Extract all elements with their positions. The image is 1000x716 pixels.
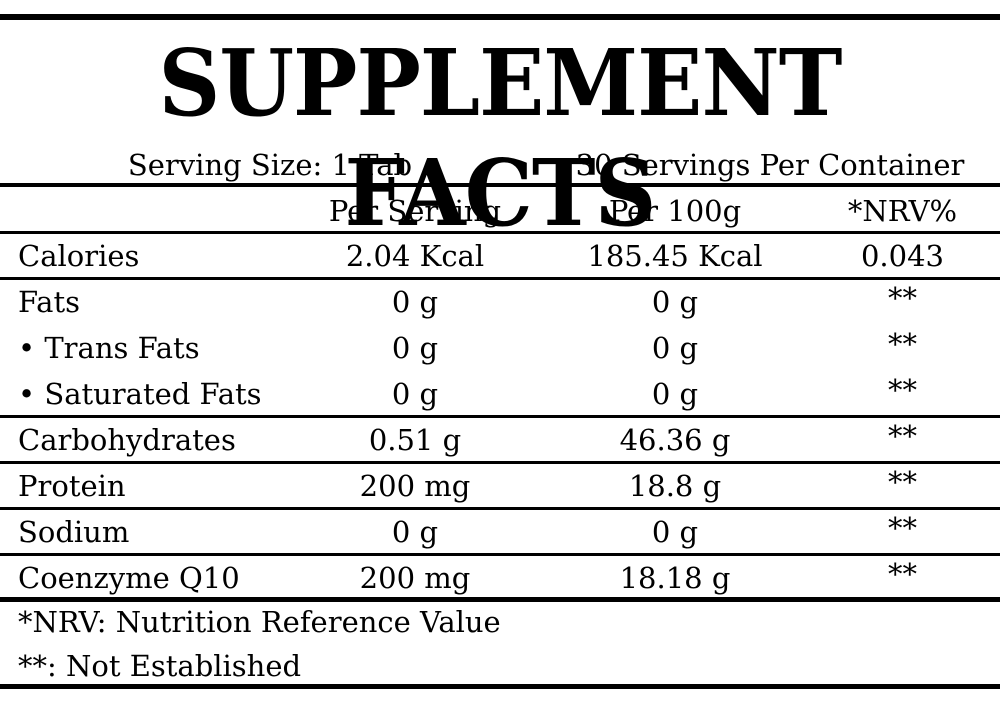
nutrient-name: • Saturated Fats — [18, 377, 262, 411]
per-100g-value: 0 g — [651, 377, 699, 411]
row-divider — [0, 277, 1000, 280]
nrv-value: ** — [888, 373, 917, 407]
per-serving-value: 200 mg — [359, 469, 471, 503]
per-100g-value: 18.18 g — [619, 561, 731, 595]
per-100g-value: 0 g — [651, 285, 699, 319]
servings-per-container: 30 Servings Per Container — [575, 148, 965, 182]
per-serving-value: 0 g — [391, 285, 439, 319]
per-100g-value: 46.36 g — [619, 423, 731, 457]
nrv-value: 0.043 — [860, 239, 945, 273]
table-bottom-border — [0, 597, 1000, 602]
per-serving-value: 2.04 Kcal — [345, 239, 485, 273]
nutrient-name: Sodium — [18, 515, 130, 549]
nutrient-name: Carbohydrates — [18, 423, 236, 457]
column-header-nrv: *NRV% — [847, 194, 958, 228]
serving-divider — [0, 183, 1000, 187]
nrv-value: ** — [888, 281, 917, 315]
nrv-value: ** — [888, 465, 917, 499]
nutrient-name: Protein — [18, 469, 126, 503]
per-100g-value: 18.8 g — [628, 469, 722, 503]
nrv-value: ** — [888, 327, 917, 361]
per-100g-value: 0 g — [651, 515, 699, 549]
header-divider — [0, 231, 1000, 234]
per-serving-value: 200 mg — [359, 561, 471, 595]
nrv-value: ** — [888, 557, 917, 591]
per-100g-value: 0 g — [651, 331, 699, 365]
nrv-value: ** — [888, 419, 917, 453]
per-serving-value: 0 g — [391, 331, 439, 365]
column-header-per-serving: Per Serving — [328, 194, 502, 228]
nrv-value: ** — [888, 511, 917, 545]
footnote-nrv: *NRV: Nutrition Reference Value — [18, 605, 501, 639]
column-header-per-100g: Per 100g — [608, 194, 742, 228]
row-divider — [0, 553, 1000, 556]
per-serving-value: 0 g — [391, 377, 439, 411]
nutrient-name: Fats — [18, 285, 80, 319]
footnote-not-established: **: Not Established — [18, 649, 302, 683]
nutrient-name: Calories — [18, 239, 140, 273]
row-divider — [0, 461, 1000, 464]
row-divider — [0, 415, 1000, 418]
page-title: SUPPLEMENT FACTS — [158, 29, 843, 247]
nutrient-name: Coenzyme Q10 — [18, 561, 240, 595]
row-divider — [0, 507, 1000, 510]
top-border — [0, 14, 1000, 20]
bottom-border — [0, 684, 1000, 689]
per-serving-value: 0.51 g — [368, 423, 462, 457]
nutrient-name: • Trans Fats — [18, 331, 200, 365]
serving-size: Serving Size: 1 Tab — [127, 148, 413, 182]
per-serving-value: 0 g — [391, 515, 439, 549]
per-100g-value: 185.45 Kcal — [587, 239, 763, 273]
